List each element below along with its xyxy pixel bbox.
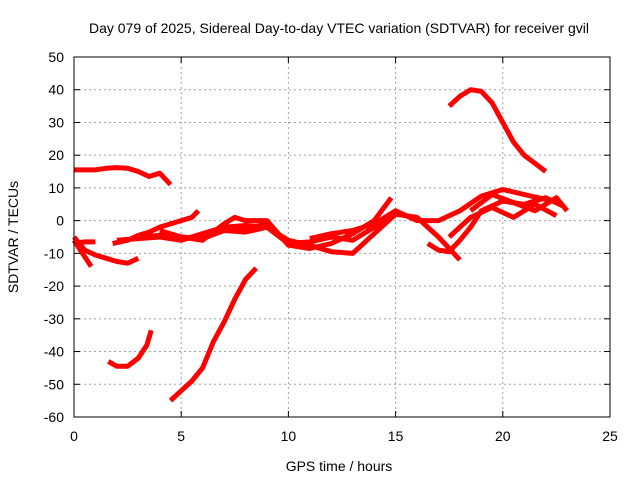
- x-tick-label: 0: [70, 428, 78, 444]
- y-tick-label: -60: [44, 409, 64, 425]
- x-tick-label: 10: [281, 428, 297, 444]
- chart-title: Day 079 of 2025, Sidereal Day-to-day VTE…: [89, 20, 589, 36]
- y-tick-label: -20: [44, 278, 64, 294]
- series-line-4: [73, 239, 96, 246]
- plot-border: [73, 56, 611, 418]
- y-tick-label: -10: [44, 245, 64, 261]
- series-line-13: [447, 87, 548, 174]
- x-tick-label: 25: [602, 428, 618, 444]
- y-tick-label: 30: [48, 114, 64, 130]
- x-axis-label: GPS time / hours: [286, 458, 393, 474]
- series-line-5: [107, 329, 154, 369]
- series-line-10: [168, 266, 259, 403]
- x-tick-label: 5: [177, 428, 185, 444]
- y-tick-label: -30: [44, 311, 64, 327]
- y-axis-label: SDTVAR / TECUs: [5, 181, 21, 293]
- x-tick-label: 20: [495, 428, 511, 444]
- series-line-16: [469, 192, 570, 214]
- y-tick-label: -40: [44, 344, 64, 360]
- tick-labels: 0 5 10 15 20 25 -60 -50 -40 -30 -20 -10 0 10 20 30 40 50: [44, 49, 618, 444]
- series-group: [71, 87, 570, 403]
- series-line-9: [159, 196, 394, 251]
- y-tick-label: 20: [48, 147, 64, 163]
- y-tick-label: 0: [56, 213, 64, 229]
- y-tick-label: -50: [44, 376, 64, 392]
- y-tick-label: 40: [48, 82, 64, 98]
- ticks: [73, 56, 611, 418]
- series-line-11: [201, 211, 462, 262]
- series-line-2: [72, 235, 140, 266]
- grid: [74, 57, 610, 417]
- series-line-12: [309, 187, 564, 242]
- x-tick-label: 15: [388, 428, 404, 444]
- y-tick-label: 50: [48, 49, 64, 65]
- y-tick-label: 10: [48, 180, 64, 196]
- series-line-1: [74, 165, 173, 187]
- series-line-14: [426, 195, 564, 255]
